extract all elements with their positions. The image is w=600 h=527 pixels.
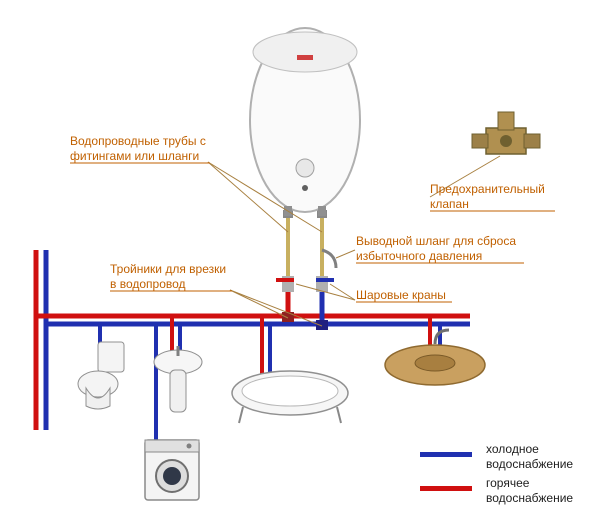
label-tees-l1: Тройники для врезки xyxy=(110,262,226,276)
label-tees: Тройники для врезки в водопровод xyxy=(110,262,226,292)
legend-swatch-cold xyxy=(420,452,472,457)
label-pipes: Водопроводные трубы с фитингами или шлан… xyxy=(70,134,206,164)
label-safety-l2: клапан xyxy=(430,197,469,211)
legend-hot: горячее водоснабжение xyxy=(486,476,573,506)
label-relief-l2: избыточного давления xyxy=(356,249,482,263)
legend-hot-l1: горячее xyxy=(486,476,529,490)
washing-machine xyxy=(145,440,199,500)
tee-cold xyxy=(316,320,328,330)
safety-valve xyxy=(472,112,540,154)
wash-basin xyxy=(154,346,202,412)
legend-cold-l1: холодное xyxy=(486,442,539,456)
label-safety-l1: Предохранительный xyxy=(430,182,545,196)
label-relief: Выводной шланг для сброса избыточного да… xyxy=(356,234,516,264)
tee-hot xyxy=(282,312,294,322)
relief-hose xyxy=(322,250,336,268)
label-pipes-l1: Водопроводные трубы с xyxy=(70,134,206,148)
water-heater xyxy=(250,28,360,216)
label-safety: Предохранительный клапан xyxy=(430,182,545,212)
legend-hot-l2: водоснабжение xyxy=(486,491,573,505)
toilet xyxy=(78,342,124,409)
label-ballvalves-l1: Шаровые краны xyxy=(356,288,446,302)
label-ballvalves: Шаровые краны xyxy=(356,288,446,303)
bathtub xyxy=(232,371,348,423)
legend-swatch-hot xyxy=(420,486,472,491)
ball-valve-cold xyxy=(316,276,334,292)
label-pipes-l2: фитингами или шланги xyxy=(70,149,199,163)
legend-cold-l2: водоснабжение xyxy=(486,457,573,471)
label-tees-l2: в водопровод xyxy=(110,277,186,291)
label-relief-l1: Выводной шланг для сброса xyxy=(356,234,516,248)
ball-valve-hot xyxy=(276,276,294,292)
kitchen-sink xyxy=(385,330,485,385)
legend-cold: холодное водоснабжение xyxy=(486,442,573,472)
